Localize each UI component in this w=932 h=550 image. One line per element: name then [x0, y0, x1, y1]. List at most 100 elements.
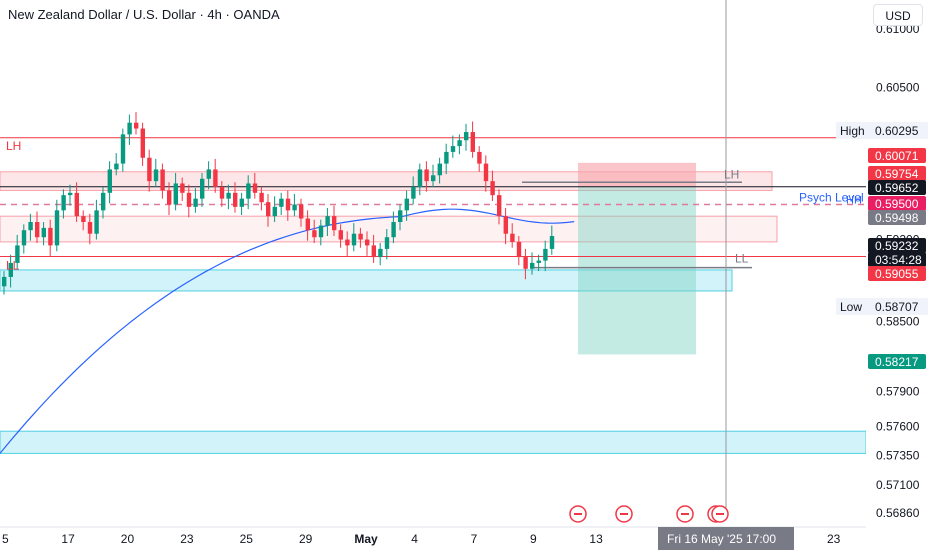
candle [470, 132, 475, 152]
price-label-bg [868, 180, 926, 195]
candle [41, 227, 46, 238]
y-tick-label: 0.58500 [876, 314, 920, 328]
candle [510, 233, 515, 242]
candle [180, 183, 185, 193]
price-label-bg [868, 210, 926, 225]
x-tick-label: 5 [2, 532, 9, 546]
candle [213, 169, 218, 187]
x-tick-label: 29 [299, 532, 313, 546]
candle [477, 151, 482, 164]
candle [252, 183, 258, 193]
candle [378, 248, 383, 258]
extreme-label-high: High [840, 124, 865, 138]
candle [299, 204, 304, 219]
candle [94, 210, 99, 234]
ll-short-label: LL [735, 252, 749, 266]
candle [457, 140, 462, 147]
currency-button[interactable]: USD [873, 4, 923, 26]
candle [483, 163, 489, 182]
candle [272, 206, 277, 217]
candle [338, 230, 343, 240]
candle [107, 169, 112, 193]
candle [464, 132, 469, 141]
candle [35, 222, 40, 238]
candle [68, 192, 73, 196]
x-tick-label: 7 [471, 532, 478, 546]
candle [431, 175, 436, 182]
candle [81, 216, 86, 223]
candle [444, 151, 449, 164]
candle [147, 157, 152, 182]
candle [292, 204, 297, 211]
candle [15, 245, 20, 263]
candle [365, 239, 370, 246]
candle [450, 146, 456, 152]
candle [173, 183, 178, 205]
lh-label: LH [6, 139, 21, 153]
candle [384, 237, 390, 249]
price-label-bg [868, 238, 926, 253]
candle [523, 257, 528, 269]
x-tick-label: 13 [589, 532, 603, 546]
price-label: 0.59498 [875, 211, 919, 225]
chart-title: New Zealand Dollar / U.S. Dollar · 4h · … [8, 7, 280, 22]
x-tick-label: 17 [61, 532, 75, 546]
candle [233, 192, 238, 207]
y-tick-label: 0.56860 [876, 506, 920, 520]
candle [358, 233, 363, 240]
candle [28, 222, 33, 231]
candle [391, 222, 396, 238]
candle [127, 122, 132, 135]
candle [259, 192, 264, 203]
x-tick-label: 23 [180, 532, 194, 546]
candle [318, 225, 324, 238]
candle [536, 260, 541, 263]
candle [21, 230, 27, 246]
candle [530, 262, 535, 269]
candle [312, 230, 317, 238]
candle [490, 181, 495, 196]
candle [160, 169, 165, 191]
candle [516, 241, 522, 258]
candle [332, 216, 337, 231]
y-tick-label: 0.57350 [876, 449, 920, 463]
extreme-label-bg [836, 298, 928, 315]
price-label: 0.58217 [875, 355, 919, 369]
candle [437, 163, 442, 176]
candle [305, 218, 310, 231]
x-tick-label: 9 [530, 532, 537, 546]
price-label: 0.59652 [875, 181, 919, 195]
candle [226, 192, 231, 199]
price-label: 0.59055 [875, 267, 919, 281]
price-label-bg [868, 166, 926, 181]
price-label-bg [868, 354, 926, 369]
candle [424, 169, 429, 182]
price-label-bg [868, 196, 926, 211]
x-tick-label: May [354, 532, 378, 546]
price-label: 0.60071 [875, 149, 919, 163]
psych-level-label: Psych Level [799, 190, 864, 204]
candle [101, 192, 106, 211]
price-label: 0.58707 [875, 300, 919, 314]
cursor-time-label: Fri 16 May '25 17:00 [667, 532, 776, 546]
price-label-bg [868, 252, 926, 267]
candle [266, 202, 271, 217]
candle [398, 210, 403, 223]
candle [87, 222, 93, 234]
candle [285, 198, 291, 211]
ll-label: LL [6, 258, 20, 272]
hh-label: HH [846, 194, 862, 206]
support-zone-low [0, 430, 867, 454]
candle [153, 169, 159, 182]
candle [239, 198, 244, 207]
candle [351, 233, 357, 246]
candle [503, 216, 508, 234]
candle [114, 163, 119, 170]
candle [167, 190, 172, 205]
candle [371, 245, 376, 258]
candle [200, 178, 205, 199]
candle [186, 192, 192, 207]
candle [48, 227, 53, 246]
price-label: 0.59500 [875, 197, 919, 211]
